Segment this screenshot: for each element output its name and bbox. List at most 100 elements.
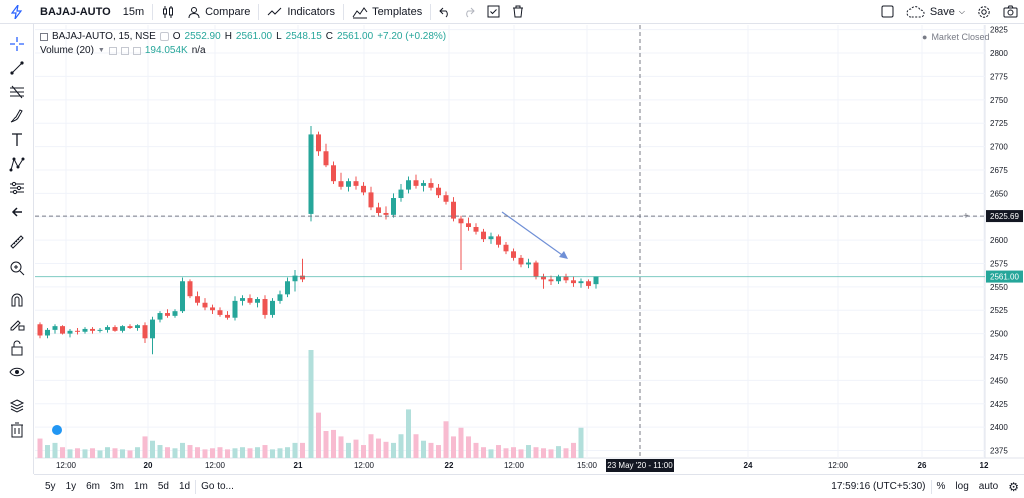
price-tick-label: 2825 [990,26,1008,35]
candle-body [202,302,208,308]
brush-tool[interactable] [7,106,27,126]
percent-toggle[interactable]: % [936,481,946,492]
gear-icon[interactable]: ⚙ [1008,479,1019,494]
log-toggle[interactable]: log [955,481,969,492]
volume-bar [255,447,260,458]
volume-bar [398,434,404,458]
zoom-tool[interactable] [7,258,27,278]
eye-icon[interactable] [159,32,169,41]
layers-icon [9,399,25,413]
top-toolbar: BAJAJ-AUTO 15m Compare Indicators Templa… [0,0,1024,24]
undo-button[interactable] [433,0,457,24]
volume-bar [473,442,479,458]
time-tick-label: 12:00 [205,461,226,470]
goto-button[interactable]: Go to... [201,481,234,492]
compare-button[interactable]: Compare [181,0,256,24]
pattern-tool[interactable] [7,154,27,174]
chevron-down-icon: ⌵ [958,6,965,16]
symbol-search[interactable]: BAJAJ-AUTO [34,0,117,24]
time-tick-label: 15:00 [577,461,598,470]
volume-bar [45,445,50,458]
volume-bar [488,449,494,458]
candle-body [511,251,516,258]
fib-tool[interactable] [7,82,27,102]
time-tick-label: 12:00 [828,461,849,470]
high-value: 2561.00 [235,31,273,42]
volume-bar [548,449,554,458]
indicators-button[interactable]: Indicators [261,0,341,24]
lightning-icon[interactable] [0,0,34,24]
candle-body [586,281,591,286]
ruler-tool[interactable] [7,232,27,252]
candle-body [270,300,275,315]
range-6m[interactable]: 6m [86,481,101,492]
watchlist-tool[interactable] [7,420,27,440]
volume-bar [67,449,73,458]
price-tick-label: 2675 [990,166,1008,175]
fullscreen-toggle-button[interactable] [481,0,506,24]
volume-bar [210,448,215,458]
time-tick-label: 12 [980,461,989,470]
candle-body [232,300,238,318]
range-1d[interactable]: 1d [178,481,191,492]
range-1y[interactable]: 1y [65,481,77,492]
text-tool[interactable] [7,130,27,150]
candle-body [52,326,58,330]
redo-button[interactable] [457,0,481,24]
candle-body [458,218,464,224]
magnet-tool[interactable] [7,290,27,310]
range-3m[interactable]: 3m [110,481,124,492]
volume-bar [518,449,524,458]
volume-bar [60,447,65,458]
prediction-tool[interactable] [7,178,27,198]
crosshair-tool[interactable] [7,34,27,54]
range-5d[interactable]: 5d [157,481,169,492]
volume-bar [127,450,133,458]
volume-bar [466,436,471,458]
trend-arrow-head [559,251,568,259]
volume-bar [526,445,531,458]
price-tick-label: 2500 [990,330,1008,339]
object-tree-tool[interactable] [7,396,27,416]
range-1m[interactable]: 1m [133,481,148,492]
lock-tool[interactable] [7,338,27,358]
volume-bar [308,350,314,458]
candle-body [308,134,314,214]
candle-body [240,298,245,301]
delete-drawings-button[interactable] [506,0,530,24]
interval-button[interactable]: 15m [117,0,150,24]
candle-body [593,276,599,285]
back-arrow-tool[interactable] [7,202,27,222]
volume-bar [120,449,125,458]
snapshot-button[interactable] [997,0,1024,24]
auto-toggle[interactable]: auto [978,481,999,492]
volume-bar [157,445,163,458]
collapse-icon[interactable] [40,32,48,41]
layout-button[interactable] [875,0,900,24]
close-icon[interactable] [132,46,141,55]
chevron-down-icon[interactable]: ▼ [97,47,105,54]
price-tick-label: 2400 [990,423,1008,432]
settings-icon[interactable] [120,46,129,55]
time-tick-label: 12:00 [354,461,375,470]
volume-bar [262,445,268,458]
market-status: ● Market Closed [922,32,989,42]
time-tick-label: 20 [144,461,153,470]
range-5y[interactable]: 5y [45,481,56,492]
hide-tool[interactable] [7,362,27,382]
settings-icon[interactable] [108,46,117,55]
candle-body [135,325,140,329]
trendline-tool[interactable] [7,58,27,78]
candle-body [120,326,125,331]
price-tick-label: 2375 [990,447,1008,456]
templates-button[interactable]: Templates [346,0,428,24]
settings-button[interactable] [971,0,997,24]
square-icon [881,5,894,18]
drawing-toolbar [0,24,34,474]
candle-body [481,231,486,240]
save-button[interactable]: Save ⌵ [900,0,971,24]
stay-drawing-tool[interactable] [7,314,27,334]
clock-display[interactable]: 17:59:16 (UTC+5:30) [831,481,926,492]
chart-type-button[interactable] [155,0,181,24]
